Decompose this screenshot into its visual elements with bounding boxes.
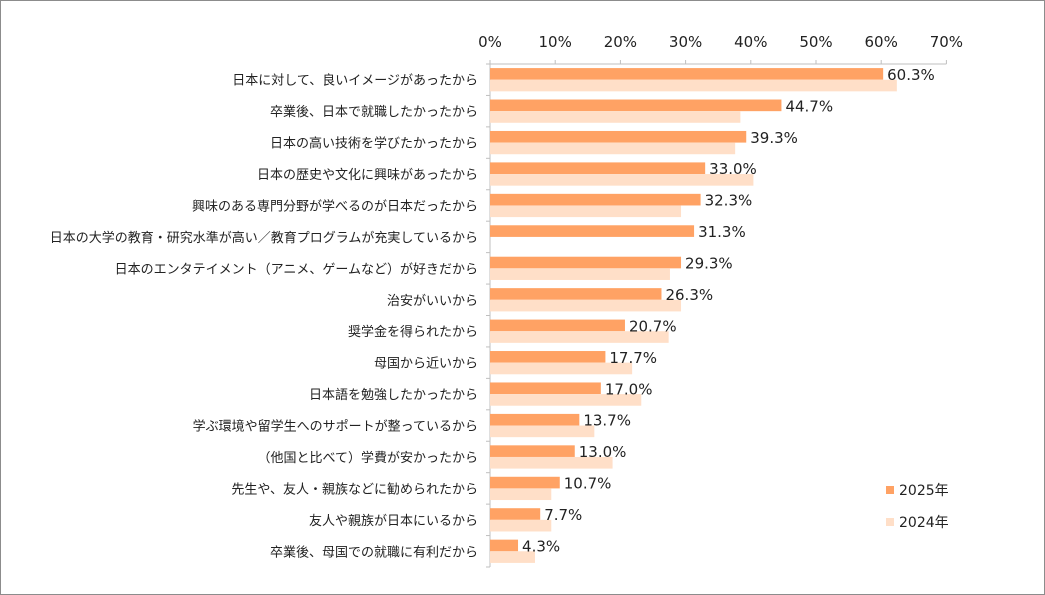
category-label: 友人や親族が日本にいるから xyxy=(309,513,478,529)
bar-2024 xyxy=(490,551,535,563)
category-label: 奨学金を得られたから xyxy=(348,324,478,340)
bar-2025 xyxy=(490,288,662,300)
x-tick-label: 50% xyxy=(799,33,832,51)
data-label-2025: 10.7% xyxy=(564,475,612,493)
data-label-2025: 17.7% xyxy=(609,349,657,367)
bar-2024 xyxy=(490,331,669,343)
category-label: 日本の高い技術を学びたかったから xyxy=(270,136,478,152)
x-tick-label: 60% xyxy=(865,33,898,51)
bar-2024 xyxy=(490,425,595,438)
bar-2025 xyxy=(490,476,560,489)
data-label-2025: 32.3% xyxy=(705,192,753,210)
bar-2024 xyxy=(490,111,741,123)
bar-2024 xyxy=(490,519,552,532)
bar-2024 xyxy=(490,142,736,155)
category-label: 卒業後、母国での就職に有利だから xyxy=(270,544,478,560)
data-label-2025: 60.3% xyxy=(887,66,935,84)
legend-label: 2024年 xyxy=(899,515,949,531)
bar-2025 xyxy=(490,413,580,426)
x-tick-label: 20% xyxy=(604,33,637,51)
bar-2024 xyxy=(490,456,613,469)
bar-2024 xyxy=(490,488,552,501)
legend-swatch-2025年 xyxy=(886,486,894,494)
category-label: 卒業後、日本で就職したかったから xyxy=(270,104,478,120)
bar-2025 xyxy=(490,319,625,332)
data-label-2025: 4.3% xyxy=(522,537,560,555)
x-tick-label: 30% xyxy=(669,33,702,51)
bar-2025 xyxy=(490,162,706,175)
legend-swatch-2024年 xyxy=(886,518,894,526)
category-label: 先生や、友人・親族などに勧められたから xyxy=(231,481,478,497)
bar-2024 xyxy=(490,299,682,312)
bar-2025 xyxy=(490,445,575,457)
bar-2025 xyxy=(490,539,519,552)
category-label: 学ぶ環境や留学生へのサポートが整っているから xyxy=(193,419,478,435)
category-label: （他国と比べて）学費が安かったから xyxy=(258,450,478,466)
bar-2025 xyxy=(490,256,682,269)
bar-2025 xyxy=(490,130,747,143)
x-tick-label: 10% xyxy=(539,33,572,51)
bar-2025 xyxy=(490,99,782,112)
category-label: 日本の歴史や文化に興味があったから xyxy=(257,168,478,183)
x-tick-label: 40% xyxy=(734,33,767,51)
x-tick-label: 0% xyxy=(478,33,502,51)
bar-2024 xyxy=(490,268,670,280)
category-label: 日本のエンタテイメント（アニメ、ゲームなど）が好きだから xyxy=(115,262,478,277)
legend-label: 2025年 xyxy=(899,483,949,499)
bar-2024 xyxy=(490,362,633,375)
x-tick-label: 70% xyxy=(930,33,963,51)
data-label-2025: 31.3% xyxy=(698,223,746,241)
category-label: 母国から近いから xyxy=(374,357,478,372)
bar-2024 xyxy=(490,394,642,406)
data-label-2025: 13.7% xyxy=(583,412,631,430)
category-label: 治安がいいから xyxy=(387,294,478,309)
data-label-2025: 26.3% xyxy=(665,286,713,304)
data-label-2025: 13.0% xyxy=(579,443,627,461)
category-label: 日本の大学の教育・研究水準が高い／教育プログラムが充実しているから xyxy=(50,230,478,246)
bar-2025 xyxy=(490,193,701,206)
category-label: 日本に対して、良いイメージがあったから xyxy=(232,73,478,89)
data-label-2025: 33.0% xyxy=(709,160,757,178)
bar-2024 xyxy=(490,205,682,218)
bar-2025 xyxy=(490,225,695,237)
bar-2025 xyxy=(490,382,601,395)
data-label-2025: 17.0% xyxy=(605,380,653,398)
data-label-2025: 20.7% xyxy=(629,317,677,335)
bar-2025 xyxy=(490,68,884,80)
data-label-2025: 44.7% xyxy=(785,97,833,115)
bar-2024 xyxy=(490,174,754,186)
data-label-2025: 39.3% xyxy=(750,129,798,147)
data-label-2025: 7.7% xyxy=(544,506,582,524)
category-label: 日本語を勉強したかったから xyxy=(309,387,478,403)
bar-2025 xyxy=(490,508,541,520)
bar-2024 xyxy=(490,79,897,92)
data-label-2025: 29.3% xyxy=(685,255,733,273)
category-label: 興味のある専門分野が学べるのが日本だったから xyxy=(192,198,478,214)
bar-2025 xyxy=(490,351,606,363)
